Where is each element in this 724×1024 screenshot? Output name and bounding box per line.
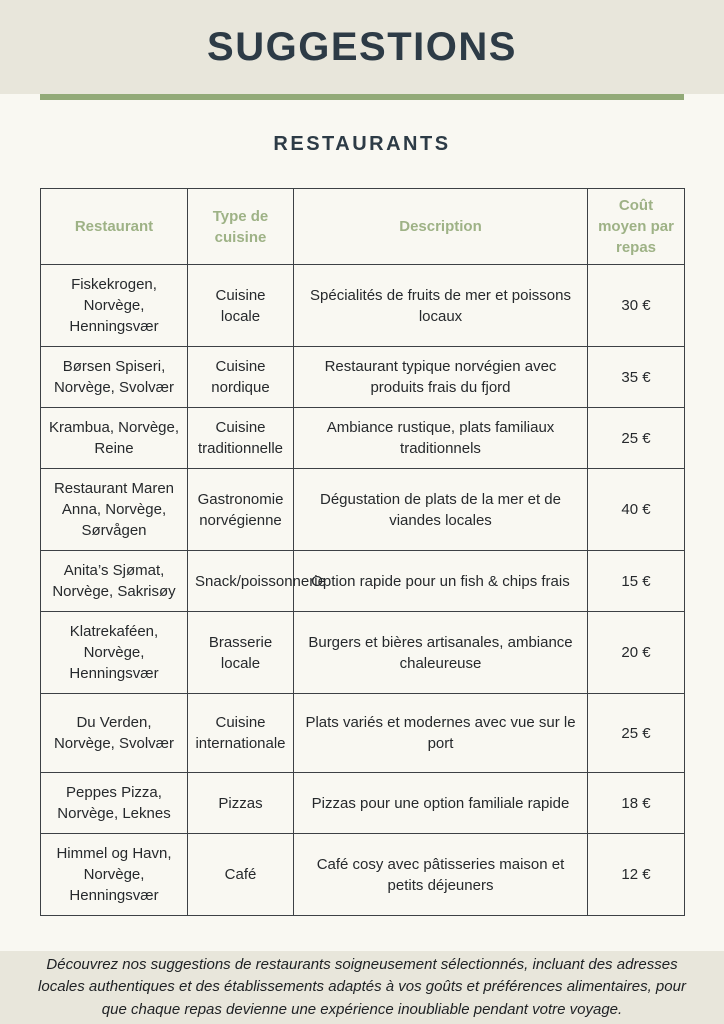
cell-restaurant: Børsen Spiseri, Norvège, Svolvær — [40, 346, 188, 408]
cell-restaurant: Peppes Pizza, Norvège, Leknes — [40, 772, 188, 834]
footer-band: Découvrez nos suggestions de restaurants… — [0, 951, 724, 1024]
column-header-description: Description — [293, 188, 588, 265]
cell-description: Ambiance rustique, plats familiaux tradi… — [293, 407, 588, 469]
table-row: Klatrekaféen, Norvège, Henningsvær Brasse… — [40, 611, 685, 694]
cell-description: Spécialités de fruits de mer et poissons… — [293, 264, 588, 347]
cell-cost: 25 € — [587, 693, 685, 773]
cell-cuisine: Cuisine nordique — [187, 346, 294, 408]
table-row: Fiskekrogen, Norvège, Henningsvær Cuisine… — [40, 264, 685, 347]
cell-cost: 20 € — [587, 611, 685, 694]
cell-restaurant: Anita’s Sjømat, Norvège, Sakrisøy — [40, 550, 188, 612]
cell-cost: 40 € — [587, 468, 685, 551]
cell-cuisine: Pizzas — [187, 772, 294, 834]
cell-restaurant: Du Verden, Norvège, Svolvær — [40, 693, 188, 773]
cell-cuisine: Cuisine traditionnelle — [187, 407, 294, 469]
cell-restaurant: Restaurant Maren Anna, Norvège, Sørvågen — [40, 468, 188, 551]
cell-cost: 18 € — [587, 772, 685, 834]
restaurants-table: Restaurant Type de cuisine Description C… — [40, 188, 685, 916]
cell-cost: 12 € — [587, 833, 685, 916]
column-header-cuisine: Type de cuisine — [187, 188, 294, 265]
cell-cuisine: Snack/poissonnerie — [187, 550, 326, 612]
cell-description: Restaurant typique norvégien avec produi… — [293, 346, 588, 408]
cell-restaurant: Fiskekrogen, Norvège, Henningsvær — [40, 264, 188, 347]
page-title: SUGGESTIONS — [207, 24, 517, 69]
cell-cost: 30 € — [587, 264, 685, 347]
header-band: SUGGESTIONS — [0, 0, 724, 94]
table-row: Anita’s Sjømat, Norvège, Sakrisøy Snack/p… — [40, 550, 685, 612]
cell-cuisine: Gastronomie norvégienne — [187, 468, 294, 551]
cell-cost: 15 € — [587, 550, 685, 612]
cell-cost: 25 € — [587, 407, 685, 469]
table-row: Du Verden, Norvège, Svolvær Cuisine inter… — [40, 693, 685, 773]
cell-restaurant: Himmel og Havn, Norvège, Henningsvær — [40, 833, 188, 916]
footer-note: Découvrez nos suggestions de restaurants… — [38, 955, 686, 1018]
table-header-row: Restaurant Type de cuisine Description C… — [40, 188, 685, 265]
cell-cuisine: Cuisine locale — [187, 264, 294, 347]
cell-restaurant: Krambua, Norvège, Reine — [40, 407, 188, 469]
cell-description: Café cosy avec pâtisseries maison et pet… — [293, 833, 588, 916]
column-header-restaurant: Restaurant — [40, 188, 188, 265]
cell-description: Option rapide pour un fish & chips frais — [293, 550, 588, 612]
cell-cuisine: Brasserie locale — [187, 611, 294, 694]
table-row: Krambua, Norvège, Reine Cuisine tradition… — [40, 407, 685, 469]
cell-cuisine: Café — [187, 833, 294, 916]
section-subtitle: RESTAURANTS — [273, 133, 451, 155]
cell-description: Burgers et bières artisanales, ambiance … — [293, 611, 588, 694]
cell-description: Pizzas pour une option familiale rapide — [293, 772, 588, 834]
cell-cuisine: Cuisine internationale — [187, 693, 294, 773]
table-row: Børsen Spiseri, Norvège, Svolvær Cuisine … — [40, 346, 685, 408]
table-row: Himmel og Havn, Norvège, Henningsvær Café… — [40, 833, 685, 916]
cell-cost: 35 € — [587, 346, 685, 408]
cell-description: Plats variés et modernes avec vue sur le… — [293, 693, 588, 773]
table-row: Restaurant Maren Anna, Norvège, Sørvågen… — [40, 468, 685, 551]
table-row: Peppes Pizza, Norvège, Leknes Pizzas Pizza… — [40, 772, 685, 834]
cell-restaurant: Klatrekaféen, Norvège, Henningsvær — [40, 611, 188, 694]
divider-rule — [40, 94, 684, 100]
cell-description: Dégustation de plats de la mer et de via… — [293, 468, 588, 551]
column-header-cost: Coût moyen par repas — [587, 188, 685, 265]
